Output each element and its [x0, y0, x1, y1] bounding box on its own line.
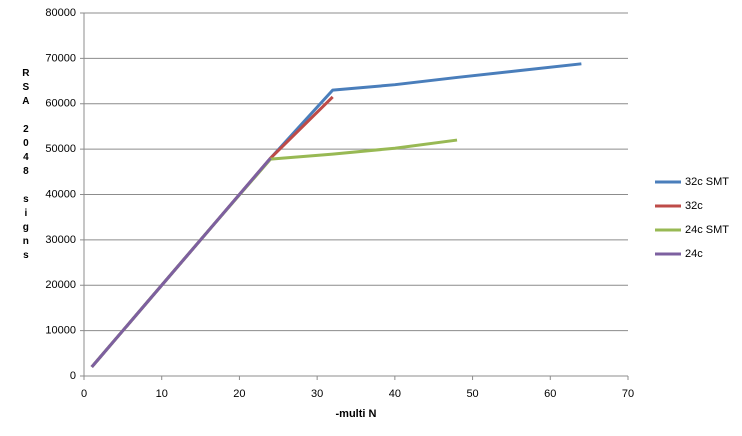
- y-tick-label: 40000: [45, 188, 76, 200]
- y-tick-label: 20000: [45, 279, 76, 291]
- legend-label: 32c SMT: [685, 176, 729, 188]
- y-tick-label: 30000: [45, 234, 76, 246]
- y-tick-label: 60000: [45, 98, 76, 110]
- y-tick-label: 10000: [45, 325, 76, 337]
- legend-label: 32c: [685, 200, 703, 212]
- x-tick-label: 40: [389, 388, 401, 400]
- x-axis-label: -multi N: [336, 408, 377, 420]
- x-tick-label: 10: [156, 388, 168, 400]
- x-tick-label: 70: [622, 388, 634, 400]
- x-tick-label: 30: [311, 388, 323, 400]
- x-tick-label: 50: [466, 388, 478, 400]
- x-tick-label: 60: [544, 388, 556, 400]
- legend-label: 24c: [685, 248, 703, 260]
- x-tick-label: 20: [233, 388, 245, 400]
- legend-label: 24c SMT: [685, 224, 729, 236]
- y-tick-label: 50000: [45, 143, 76, 155]
- y-axis-label: RSA 2048 signs: [20, 68, 31, 264]
- y-tick-label: 70000: [45, 52, 76, 64]
- y-tick-label: 0: [70, 370, 76, 382]
- y-tick-label: 80000: [45, 7, 76, 19]
- series-line: [90, 157, 272, 368]
- x-tick-label: 0: [81, 388, 87, 400]
